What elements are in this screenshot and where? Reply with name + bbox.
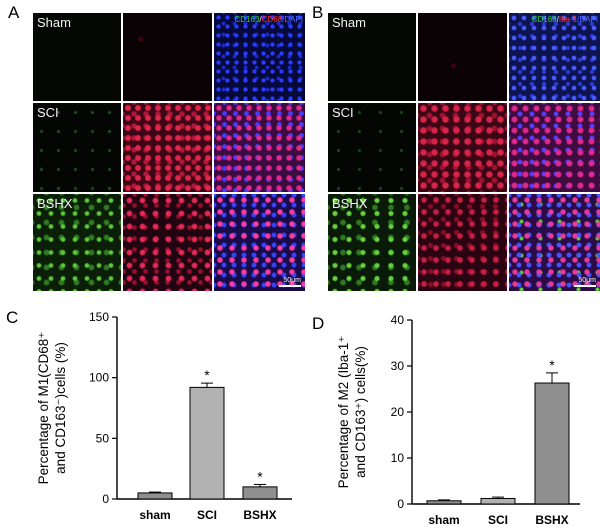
- tile-a-bshx-red: [123, 194, 212, 291]
- tile-b-sci-red: [418, 103, 507, 192]
- row-label-bshx: BSHX: [37, 196, 73, 211]
- tile-a-bshx-green: BSHX: [33, 194, 121, 291]
- channel-label-b: CD163/Iba-1/DAPI: [532, 15, 598, 24]
- row-label-sci: SCI: [332, 105, 354, 120]
- significance-marker: *: [204, 367, 210, 383]
- tile-a-sham-red: [123, 13, 212, 101]
- y-axis-label: Percentage of M2 (Iba-1⁺ and CD163⁺) cell…: [336, 336, 368, 489]
- significance-marker: *: [549, 357, 555, 373]
- micrograph-grid-a: Sham CD163/CD68/DAPI SCI BSHX 50μm: [33, 13, 305, 291]
- tile-a-bshx-merge: 50μm: [214, 194, 305, 291]
- scale-line-b: [574, 285, 596, 287]
- x-category-label: SCI: [488, 513, 508, 527]
- tile-a-sci-merge: [214, 103, 305, 192]
- scale-bar-b: 50μm: [574, 277, 596, 287]
- bar: [242, 486, 278, 500]
- scale-bar-a: 50μm: [279, 277, 301, 287]
- tile-b-sham-green: Sham: [328, 13, 416, 101]
- tile-a-sci-green: SCI: [33, 103, 121, 192]
- channel-text: Iba-1: [558, 15, 578, 24]
- y-axis-label-line: and CD163⁺) cells(%): [353, 346, 368, 478]
- tile-a-sci-red: [123, 103, 212, 192]
- tile-a-sham-merge: CD163/CD68/DAPI: [214, 13, 305, 101]
- tile-b-sci-merge: [509, 103, 600, 192]
- y-axis-label-line: Percentage of M1(CD68⁺: [36, 332, 51, 485]
- channel-text: /: [259, 15, 262, 24]
- row-label-sham: Sham: [37, 15, 71, 30]
- channel-label-a: CD163/CD68/DAPI: [235, 15, 304, 24]
- scale-label-b: 50μm: [578, 277, 596, 284]
- bar: [534, 382, 570, 505]
- bar-chart-m2: 0 10 20 30 40 Percentage of M2 (Iba-1⁺ and CD1…: [336, 313, 580, 527]
- tile-b-bshx-red: [418, 194, 507, 291]
- x-category-label: SCI: [197, 508, 217, 522]
- bar: [137, 492, 173, 500]
- panel-letter-d: D: [312, 314, 325, 333]
- row-label-sci: SCI: [37, 105, 59, 120]
- channel-text: /DAPI: [577, 15, 598, 24]
- y-tick-label: 40: [391, 313, 405, 327]
- channel-text: CD68: [261, 15, 283, 24]
- x-category-label: sham: [428, 513, 459, 527]
- x-category-label: BSHX: [243, 508, 276, 522]
- panel-letter-a: A: [8, 3, 20, 22]
- tile-b-sci-green: SCI: [328, 103, 416, 192]
- y-tick-label: 20: [391, 405, 405, 419]
- x-category-label: BSHX: [535, 513, 568, 527]
- bar: [189, 386, 225, 500]
- scale-label-a: 50μm: [283, 277, 301, 284]
- bar: [480, 497, 516, 505]
- y-axis-label: Percentage of M1(CD68⁺ and CD163⁻)cells (…: [36, 332, 68, 485]
- y-axis-label-line: Percentage of M2 (Iba-1⁺: [336, 336, 351, 489]
- panel-letter-c: C: [6, 308, 19, 327]
- bar: [426, 500, 462, 505]
- tile-b-sham-merge: CD163/Iba-1/DAPI: [509, 13, 600, 101]
- row-label-sham: Sham: [332, 15, 366, 30]
- tile-b-bshx-merge: 50μm: [509, 194, 600, 291]
- row-label-bshx: BSHX: [332, 196, 368, 211]
- x-category-label: sham: [139, 508, 170, 522]
- panel-letter-b: B: [312, 3, 324, 22]
- channel-text: /DAPI: [282, 15, 303, 24]
- channel-text: /: [556, 15, 559, 24]
- y-tick-label: 30: [391, 359, 405, 373]
- tile-a-sham-green: Sham: [33, 13, 121, 101]
- scale-line-a: [279, 285, 301, 287]
- significance-marker: *: [257, 468, 263, 484]
- y-tick-label: 10: [391, 451, 405, 465]
- y-tick-label: 100: [89, 371, 109, 385]
- tile-b-bshx-green: BSHX: [328, 194, 416, 291]
- y-tick-label: 150: [89, 310, 109, 324]
- y-axis-label-line: and CD163⁻)cells (%): [53, 342, 68, 474]
- y-tick-label: 50: [96, 431, 110, 445]
- tile-b-sham-red: [418, 13, 507, 101]
- y-tick-label: 0: [397, 497, 404, 511]
- channel-text: CD163: [531, 15, 557, 24]
- bar-chart-m1: 0 50 100 150 Percentage of M1(CD68⁺ and CD163…: [36, 310, 292, 522]
- channel-text: CD163: [234, 15, 260, 24]
- y-tick-label: 0: [102, 492, 109, 506]
- micrograph-grid-b: Sham CD163/Iba-1/DAPI SCI BSHX 50μm: [328, 13, 600, 291]
